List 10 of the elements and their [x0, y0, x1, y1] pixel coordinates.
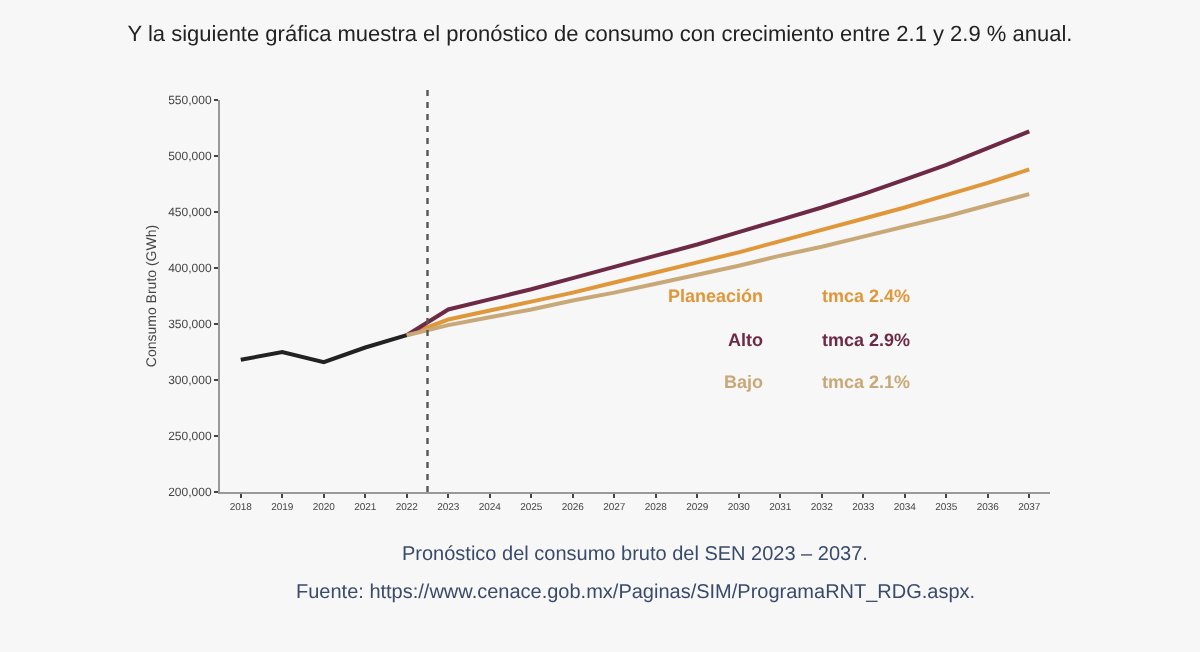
source-note: Fuente: https://www.cenace.gob.mx/Paginas/SIM/ProgramaRNT_RDG.aspx.	[296, 582, 976, 604]
chart-title: Y la siguiente gráfica muestra el pronóstico de consumo con crecimiento entre 2.1 y 2.9 % anual.	[127, 23, 1073, 48]
annotation: tmca 2.4%	[822, 286, 911, 306]
annotation: tmca 2.1%	[822, 372, 911, 392]
text: Pronóstico del consumo bruto del SEN 2023 – 2037.	[402, 544, 868, 566]
annotation: tmca 2.9%	[822, 330, 911, 350]
text: Alto	[728, 330, 764, 350]
series-label: Planeación	[668, 286, 764, 306]
line-series	[238, 333, 409, 365]
text: Bajo	[724, 372, 765, 392]
